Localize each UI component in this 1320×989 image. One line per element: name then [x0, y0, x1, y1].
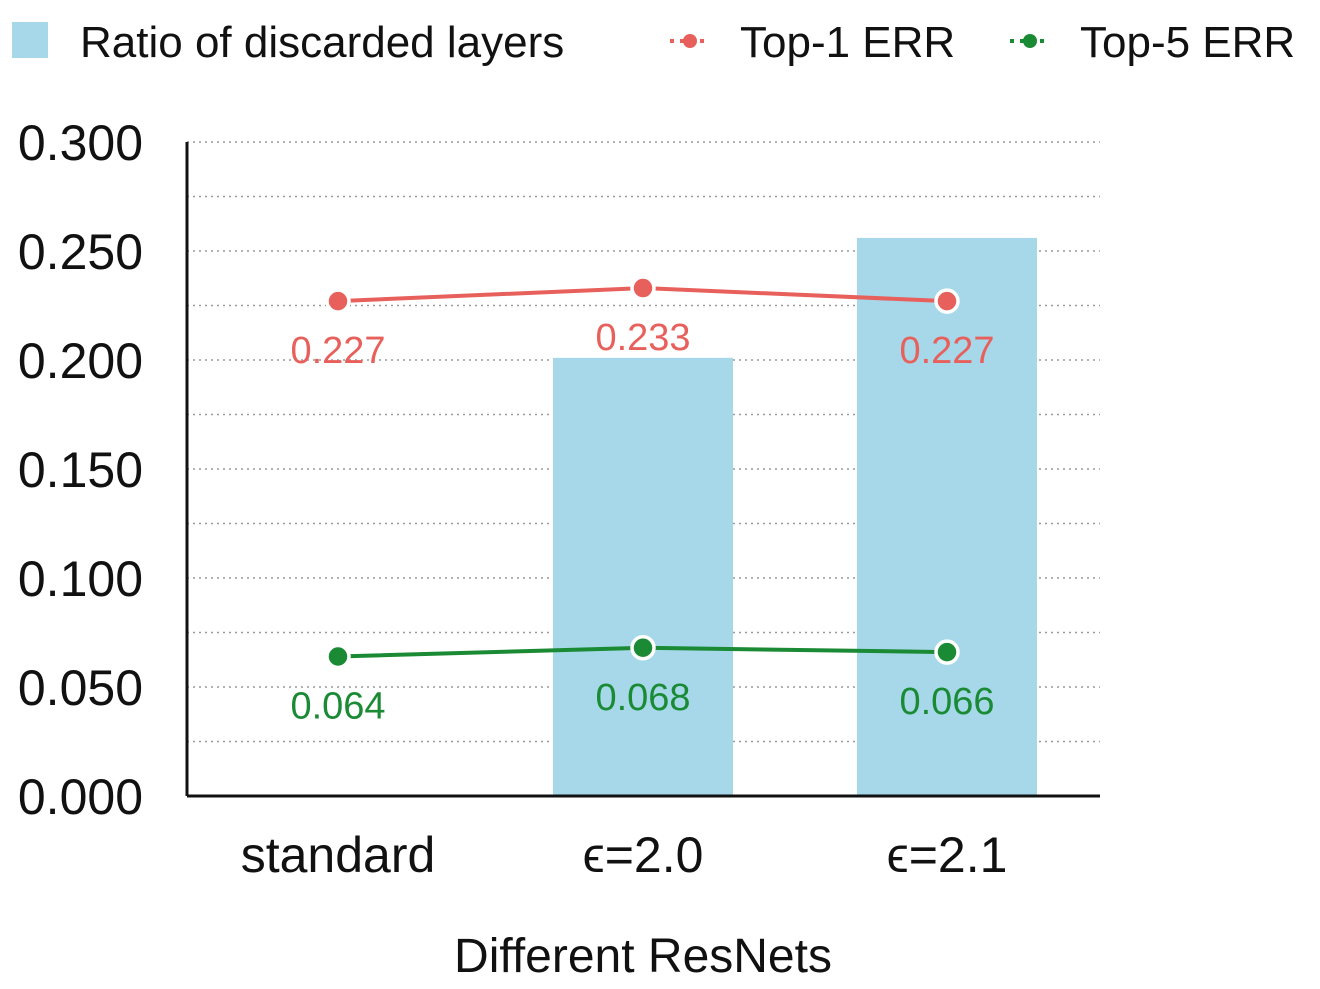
y-tick-label: 0.150: [18, 442, 143, 498]
legend-label-top5: Top-5 ERR: [1080, 18, 1295, 67]
data-point: [934, 639, 960, 665]
legend: Ratio of discarded layers Top-1 ERR Top-…: [12, 18, 1295, 67]
legend-marker-top5: [1023, 34, 1037, 48]
data-label: 0.227: [290, 330, 385, 372]
y-tick-label: 0.100: [18, 551, 143, 607]
data-point: [630, 635, 656, 661]
y-tick-label: 0.000: [18, 769, 143, 825]
y-tick-label: 0.300: [18, 115, 143, 171]
x-axis-title: Different ResNets: [454, 930, 832, 983]
bar: [857, 237, 1037, 797]
axes: [185, 142, 1100, 798]
data-label: 0.227: [899, 330, 994, 372]
legend-marker-top1: [683, 34, 697, 48]
x-tick-label: standard: [241, 827, 436, 883]
bars: [553, 237, 1037, 797]
data-point: [325, 288, 351, 314]
legend-label-top1: Top-1 ERR: [740, 18, 955, 67]
data-point: [325, 643, 351, 670]
data-labels: 0.227 0.233 0.227 0.064 0.068 0.066: [290, 317, 994, 727]
data-point: [630, 275, 656, 301]
data-point: [934, 288, 960, 314]
series-lines: [325, 275, 960, 670]
y-tick-labels: 0.000 0.050 0.100 0.150 0.200 0.250 0.300: [18, 115, 143, 825]
legend-label-bars: Ratio of discarded layers: [80, 18, 564, 67]
y-tick-label: 0.200: [18, 333, 143, 389]
data-label: 0.064: [290, 685, 385, 727]
data-label: 0.233: [595, 317, 690, 359]
y-tick-label: 0.050: [18, 660, 143, 716]
x-tick-labels: standard ϵ=2.0 ϵ=2.1: [241, 827, 1008, 883]
data-label: 0.068: [595, 677, 690, 719]
x-tick-label: ϵ=2.0: [583, 827, 704, 883]
bar: [553, 357, 733, 796]
x-tick-label: ϵ=2.1: [887, 827, 1008, 883]
y-tick-label: 0.250: [18, 224, 143, 280]
legend-swatch-bars: [12, 22, 48, 58]
data-label: 0.066: [899, 681, 994, 723]
